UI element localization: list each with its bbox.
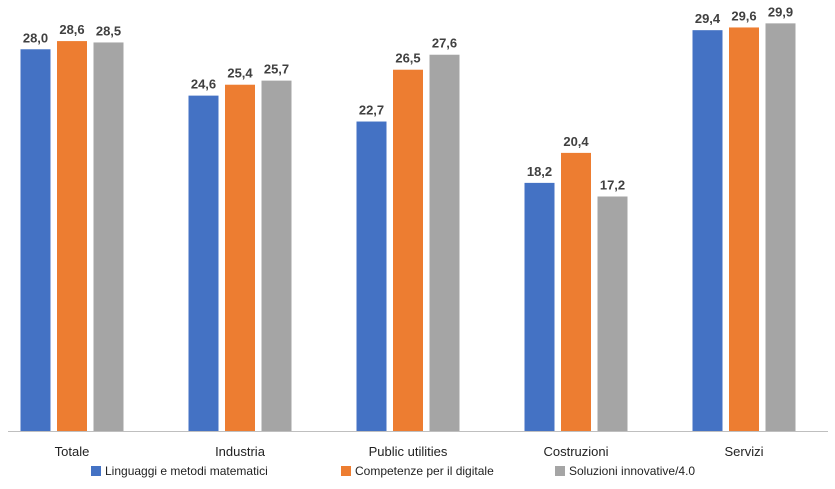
data-label: 28,6: [59, 22, 84, 37]
bar-servizi-2: [729, 27, 759, 431]
x-tick-label: Industria: [215, 444, 266, 459]
bar-servizi-3: [765, 23, 796, 431]
bar-public-utilities-1: [356, 121, 387, 432]
data-label: 24,6: [191, 77, 216, 92]
data-label: 26,5: [395, 51, 420, 66]
data-label: 27,6: [432, 36, 457, 51]
bar-costruzioni-2: [561, 152, 591, 431]
bar-totale-2: [57, 41, 87, 431]
legend-label: Linguaggi e metodi matematici: [105, 464, 268, 478]
x-tick-label: Servizi: [724, 444, 763, 459]
data-label: 20,4: [563, 134, 589, 149]
legend-label: Soluzioni innovative/4.0: [569, 464, 695, 478]
bar-industria-1: [188, 95, 219, 432]
x-tick-label: Costruzioni: [543, 444, 608, 459]
legend-swatch: [555, 466, 565, 476]
data-label: 18,2: [527, 164, 552, 179]
bar-totale-3: [93, 42, 124, 431]
data-label: 17,2: [600, 178, 625, 193]
data-label: 25,4: [227, 66, 253, 81]
data-label: 22,7: [359, 103, 384, 118]
data-label: 29,9: [768, 4, 793, 19]
legend-swatch: [91, 466, 101, 476]
bar-public-utilities-2: [393, 69, 423, 431]
data-label: 25,7: [264, 62, 289, 77]
x-tick-label: Public utilities: [369, 444, 448, 459]
x-tick-label: Totale: [55, 444, 90, 459]
legend-swatch: [341, 466, 351, 476]
bar-costruzioni-3: [597, 196, 628, 431]
bar-servizi-1: [692, 30, 723, 432]
data-label: 29,4: [695, 11, 721, 26]
bar-costruzioni-1: [524, 182, 555, 431]
data-label: 28,0: [23, 30, 48, 45]
legend-label: Competenze per il digitale: [355, 464, 494, 478]
bar-public-utilities-3: [429, 54, 460, 431]
bar-totale-1: [20, 49, 51, 432]
bar-industria-3: [261, 80, 292, 431]
data-label: 28,5: [96, 23, 121, 38]
data-label: 29,6: [731, 8, 756, 23]
bar-industria-2: [225, 84, 255, 432]
